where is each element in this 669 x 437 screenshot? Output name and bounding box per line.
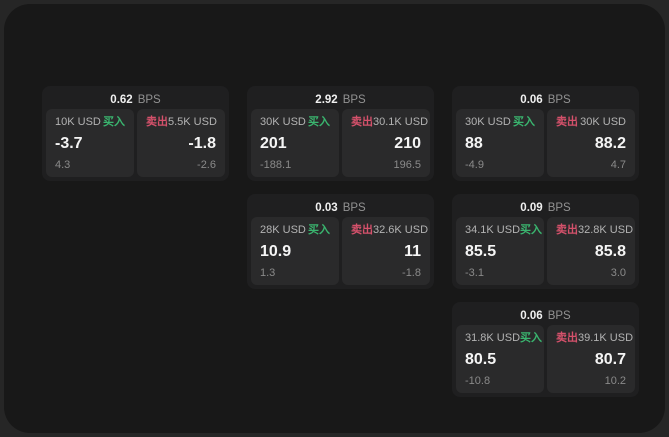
- quotes-grid: 0.62 BPS 10K USD 买入 -3.7 4.3 卖出 5.5K USD…: [42, 86, 639, 397]
- buy-side-label: 买入: [308, 224, 330, 236]
- quote-panels: 30K USD 买入 88 -4.9 卖出 30K USD 88.2 4.7: [456, 109, 635, 177]
- buy-price-value: 88: [465, 135, 483, 152]
- buy-delta-value: 4.3: [55, 159, 71, 171]
- sell-panel[interactable]: 卖出 39.1K USD 80.7 10.2: [547, 325, 635, 393]
- buy-delta-value: -188.1: [260, 159, 292, 171]
- sell-price-value: -1.8: [188, 135, 216, 152]
- buy-amount-label: 34.1K USD: [465, 224, 521, 236]
- sell-delta-value: -2.6: [197, 159, 216, 171]
- quote-card[interactable]: 0.03 BPS 28K USD 买入 10.9 1.3 卖出 32.6K US…: [247, 194, 434, 289]
- sell-panel[interactable]: 卖出 32.6K USD 11 -1.8: [342, 217, 430, 285]
- sell-price-value: 85.8: [594, 243, 626, 260]
- app-window: 0.62 BPS 10K USD 买入 -3.7 4.3 卖出 5.5K USD…: [4, 4, 665, 433]
- buy-amount-label: 31.8K USD: [465, 332, 521, 344]
- buy-price-value: -3.7: [55, 135, 83, 152]
- bps-unit-label: BPS: [547, 93, 571, 106]
- buy-amount-label: 30K USD: [260, 116, 306, 128]
- sell-amount-label: 32.8K USD: [578, 224, 634, 236]
- bps-unit-label: BPS: [342, 201, 366, 214]
- buy-delta-value: -10.8: [465, 375, 491, 387]
- buy-price-value: 80.5: [465, 351, 497, 368]
- quote-panels: 30K USD 买入 201 -188.1 卖出 30.1K USD 210 1…: [251, 109, 430, 177]
- buy-panel[interactable]: 34.1K USD 买入 85.5 -3.1: [456, 217, 544, 285]
- buy-panel[interactable]: 28K USD 买入 10.9 1.3: [251, 217, 339, 285]
- quote-card[interactable]: 0.06 BPS 31.8K USD 买入 80.5 -10.8 卖出 39.1…: [452, 302, 639, 397]
- buy-panel[interactable]: 31.8K USD 买入 80.5 -10.8: [456, 325, 544, 393]
- buy-panel[interactable]: 30K USD 买入 201 -188.1: [251, 109, 339, 177]
- sell-amount-label: 30K USD: [580, 116, 626, 128]
- bps-value: 0.09: [520, 201, 543, 214]
- sell-panel[interactable]: 卖出 30.1K USD 210 196.5: [342, 109, 430, 177]
- sell-amount-label: 30.1K USD: [373, 116, 429, 128]
- buy-delta-value: -4.9: [465, 159, 484, 171]
- sell-side-label: 卖出: [146, 116, 168, 128]
- buy-amount-label: 28K USD: [260, 224, 306, 236]
- buy-price-value: 10.9: [260, 243, 292, 260]
- bps-header: 0.09 BPS: [456, 198, 635, 217]
- sell-side-label: 卖出: [556, 116, 578, 128]
- quote-card[interactable]: 0.09 BPS 34.1K USD 买入 85.5 -3.1 卖出 32.8K…: [452, 194, 639, 289]
- buy-amount-label: 30K USD: [465, 116, 511, 128]
- bps-header: 2.92 BPS: [251, 90, 430, 109]
- buy-side-label: 买入: [520, 224, 543, 236]
- sell-delta-value: 196.5: [393, 159, 421, 171]
- bps-value: 0.06: [520, 93, 543, 106]
- sell-side-label: 卖出: [556, 224, 578, 236]
- bps-value: 0.62: [110, 93, 133, 106]
- bps-header: 0.03 BPS: [251, 198, 430, 217]
- sell-side-label: 卖出: [351, 224, 373, 236]
- sell-amount-label: 39.1K USD: [578, 332, 634, 344]
- bps-unit-label: BPS: [137, 93, 161, 106]
- buy-panel[interactable]: 10K USD 买入 -3.7 4.3: [46, 109, 134, 177]
- sell-side-label: 卖出: [351, 116, 373, 128]
- quote-panels: 31.8K USD 买入 80.5 -10.8 卖出 39.1K USD 80.…: [456, 325, 635, 393]
- bps-value: 0.06: [520, 309, 543, 322]
- buy-side-label: 买入: [513, 116, 535, 128]
- sell-amount-label: 5.5K USD: [168, 116, 217, 128]
- bps-unit-label: BPS: [547, 309, 571, 322]
- bps-unit-label: BPS: [547, 201, 571, 214]
- buy-delta-value: 1.3: [260, 267, 276, 279]
- bps-header: 0.06 BPS: [456, 90, 635, 109]
- bps-unit-label: BPS: [342, 93, 366, 106]
- quote-panels: 10K USD 买入 -3.7 4.3 卖出 5.5K USD -1.8 -2.…: [46, 109, 225, 177]
- sell-panel[interactable]: 卖出 30K USD 88.2 4.7: [547, 109, 635, 177]
- buy-panel[interactable]: 30K USD 买入 88 -4.9: [456, 109, 544, 177]
- buy-delta-value: -3.1: [465, 267, 484, 279]
- sell-delta-value: 4.7: [610, 159, 626, 171]
- buy-side-label: 买入: [308, 116, 330, 128]
- bps-value: 0.03: [315, 201, 338, 214]
- quote-card[interactable]: 2.92 BPS 30K USD 买入 201 -188.1 卖出 30.1K …: [247, 86, 434, 181]
- quote-panels: 34.1K USD 买入 85.5 -3.1 卖出 32.8K USD 85.8…: [456, 217, 635, 285]
- bps-header: 0.06 BPS: [456, 306, 635, 325]
- sell-delta-value: -1.8: [402, 267, 421, 279]
- sell-price-value: 210: [394, 135, 421, 152]
- buy-price-value: 201: [260, 135, 287, 152]
- bps-value: 2.92: [315, 93, 338, 106]
- sell-price-value: 80.7: [594, 351, 626, 368]
- quote-panels: 28K USD 买入 10.9 1.3 卖出 32.6K USD 11 -1.8: [251, 217, 430, 285]
- buy-amount-label: 10K USD: [55, 116, 101, 128]
- buy-price-value: 85.5: [465, 243, 497, 260]
- quote-card[interactable]: 0.62 BPS 10K USD 买入 -3.7 4.3 卖出 5.5K USD…: [42, 86, 229, 181]
- sell-side-label: 卖出: [556, 332, 578, 344]
- quote-card[interactable]: 0.06 BPS 30K USD 买入 88 -4.9 卖出 30K USD 8…: [452, 86, 639, 181]
- sell-panel[interactable]: 卖出 5.5K USD -1.8 -2.6: [137, 109, 225, 177]
- sell-price-value: 11: [404, 243, 421, 260]
- sell-delta-value: 10.2: [604, 375, 626, 387]
- sell-amount-label: 32.6K USD: [373, 224, 429, 236]
- sell-price-value: 88.2: [594, 135, 626, 152]
- sell-panel[interactable]: 卖出 32.8K USD 85.8 3.0: [547, 217, 635, 285]
- buy-side-label: 买入: [520, 332, 543, 344]
- buy-side-label: 买入: [103, 116, 125, 128]
- bps-header: 0.62 BPS: [46, 90, 225, 109]
- sell-delta-value: 3.0: [610, 267, 626, 279]
